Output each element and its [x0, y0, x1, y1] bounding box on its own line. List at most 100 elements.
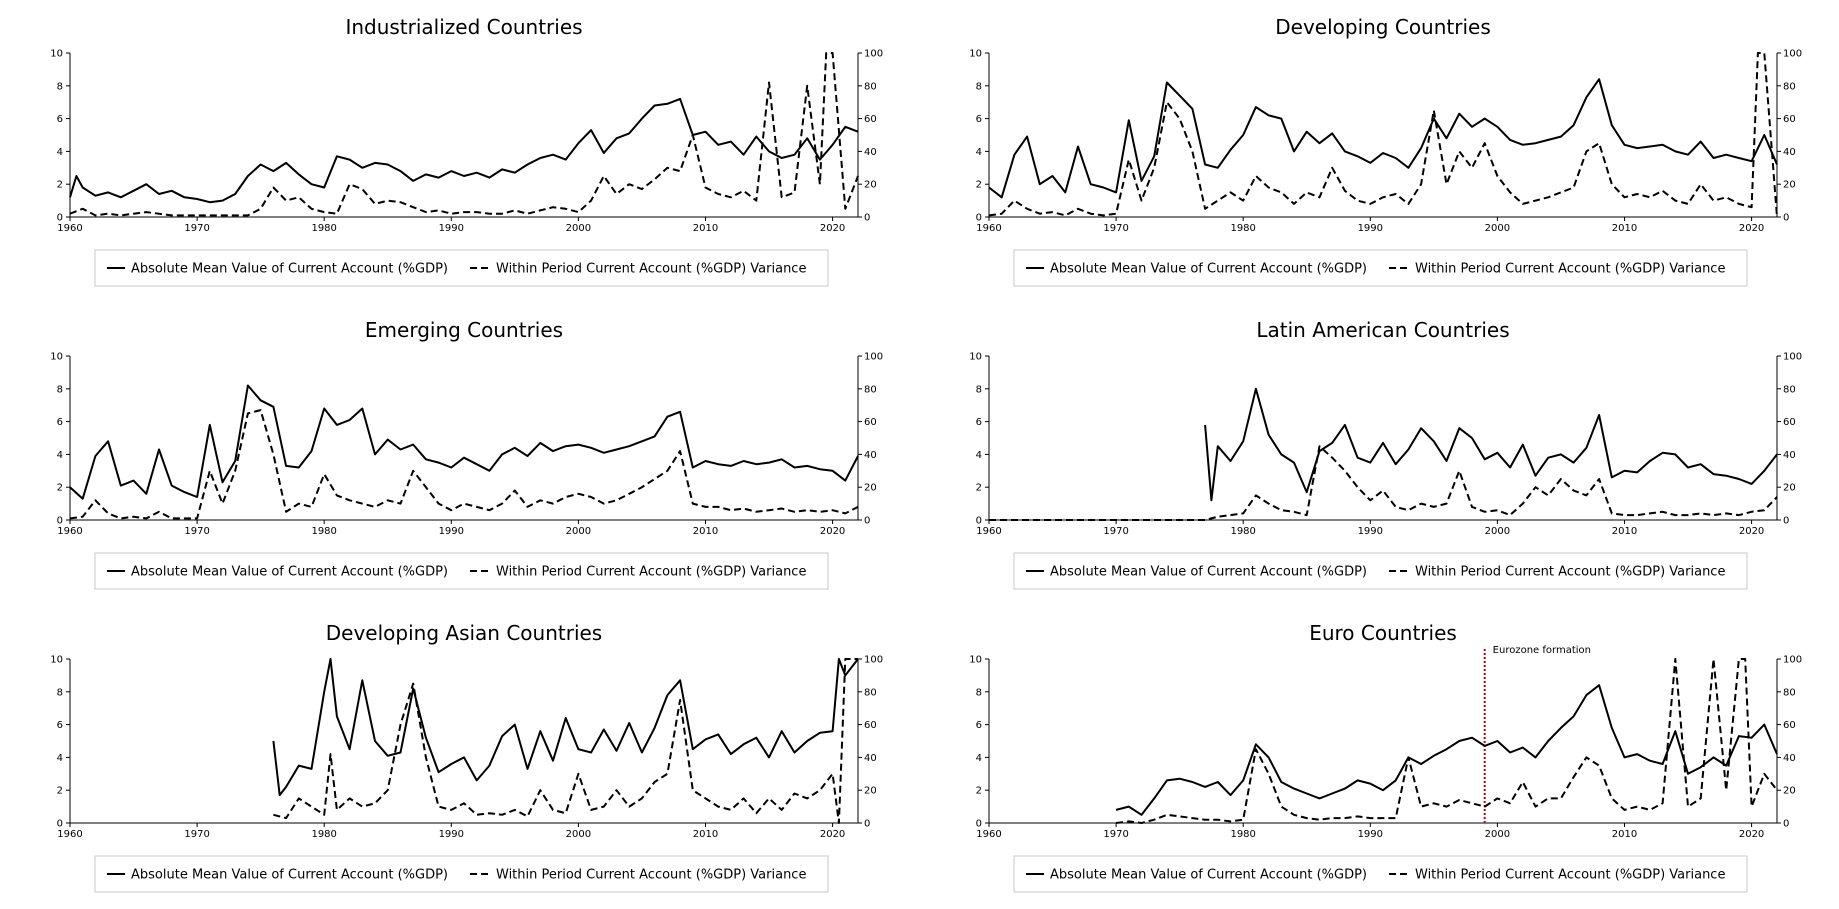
y-tick-label-left: 0: [57, 819, 63, 830]
mean-series-line: [988, 78, 1778, 199]
x-tick-label: 1980: [1230, 526, 1255, 537]
y-tick-label-left: 0: [976, 516, 982, 527]
legend-box: [1013, 249, 1748, 287]
y-tick-label-left: 8: [976, 81, 982, 92]
chart-title: Developing Countries: [1275, 15, 1491, 39]
x-tick-label: 1990: [439, 829, 464, 840]
chart-title: Emerging Countries: [365, 318, 563, 342]
x-tick-label: 1970: [1103, 223, 1128, 234]
legend-label-variance: Within Period Current Account (%GDP) Var…: [496, 262, 806, 277]
mean-series-line: [1204, 387, 1778, 502]
chart-svg: Latin American Countries 1960 1970 1980 1990…: [969, 318, 1802, 590]
variance-series-line: [989, 445, 1778, 521]
y-tick-label-right: 40: [864, 753, 877, 764]
mean-series-line: [69, 97, 859, 204]
y-tick-label-right: 80: [864, 384, 877, 395]
y-tick-label-right: 20: [1783, 786, 1796, 797]
x-tick-label: 1960: [976, 829, 1001, 840]
y-tick-label-right: 40: [1783, 450, 1796, 461]
y-tick-label-left: 4: [976, 450, 982, 461]
y-tick-label-left: 0: [976, 213, 982, 224]
x-tick-label: 2010: [1612, 526, 1637, 537]
y-tick-label-right: 0: [1783, 213, 1789, 224]
x-tick-label: 2000: [566, 526, 591, 537]
y-tick-label-left: 8: [976, 687, 982, 698]
x-tick-label: 1970: [1103, 829, 1128, 840]
mean-series-line: [1115, 684, 1778, 816]
y-tick-label-right: 40: [1783, 147, 1796, 158]
y-tick-label-left: 8: [57, 81, 63, 92]
chart-panel: Emerging Countries 1960 1970 1980 1990 2000 20…: [0, 303, 920, 606]
chart-title: Euro Countries: [1309, 621, 1457, 645]
x-tick-label: 2000: [566, 223, 591, 234]
y-tick-label-left: 2: [976, 180, 982, 191]
legend-box: [94, 552, 829, 590]
y-tick-label-left: 4: [976, 147, 982, 158]
y-tick-label-left: 4: [57, 147, 63, 158]
y-tick-label-left: 6: [57, 720, 63, 731]
chart-panel: Latin American Countries 1960 1970 1980 1990…: [919, 303, 1839, 606]
y-tick-label-right: 100: [864, 352, 883, 363]
x-tick-label: 1980: [1230, 829, 1255, 840]
chart-title: Developing Asian Countries: [326, 621, 602, 645]
y-tick-label-right: 80: [1783, 384, 1796, 395]
chart-svg: Developing Asian Countries 1960 1970 1980 19…: [50, 621, 883, 893]
y-tick-label-left: 6: [976, 114, 982, 125]
y-tick-label-left: 6: [976, 417, 982, 428]
y-tick-label-right: 60: [864, 417, 877, 428]
y-tick-label-right: 0: [864, 516, 870, 527]
y-tick-label-left: 10: [969, 655, 982, 666]
legend-label-variance: Within Period Current Account (%GDP) Var…: [496, 565, 806, 580]
y-tick-label-right: 80: [864, 81, 877, 92]
x-tick-label: 2020: [1739, 526, 1764, 537]
x-tick-label: 1980: [1230, 223, 1255, 234]
legend-label-mean: Absolute Mean Value of Current Account (…: [131, 565, 448, 580]
x-tick-label: 1960: [976, 526, 1001, 537]
legend-label-variance: Within Period Current Account (%GDP) Var…: [1415, 868, 1725, 883]
legend-box: [94, 855, 829, 893]
y-tick-label-left: 4: [976, 753, 982, 764]
chart-svg: Industrialized Countries 1960 1970 1980 1990…: [50, 15, 883, 287]
x-tick-label: 1970: [184, 223, 209, 234]
y-tick-label-left: 10: [50, 655, 63, 666]
legend-label-variance: Within Period Current Account (%GDP) Var…: [1415, 565, 1725, 580]
x-tick-label: 1990: [1358, 223, 1383, 234]
legend-label-mean: Absolute Mean Value of Current Account (…: [131, 262, 448, 277]
x-tick-label: 2000: [1485, 526, 1510, 537]
y-tick-label-right: 0: [1783, 819, 1789, 830]
x-tick-label: 1980: [311, 223, 336, 234]
y-tick-label-right: 40: [864, 147, 877, 158]
legend-label-variance: Within Period Current Account (%GDP) Var…: [1415, 262, 1725, 277]
x-tick-label: 1990: [439, 526, 464, 537]
x-tick-label: 1970: [184, 829, 209, 840]
y-tick-label-right: 100: [1783, 49, 1802, 60]
chart-title: Latin American Countries: [1256, 318, 1509, 342]
y-tick-label-right: 60: [1783, 417, 1796, 428]
legend-label-variance: Within Period Current Account (%GDP) Var…: [496, 868, 806, 883]
y-tick-label-right: 80: [1783, 687, 1796, 698]
y-tick-label-left: 2: [976, 786, 982, 797]
x-tick-label: 1990: [1358, 829, 1383, 840]
y-tick-label-right: 100: [1783, 655, 1802, 666]
y-tick-label-right: 80: [1783, 81, 1796, 92]
y-tick-label-left: 6: [57, 114, 63, 125]
variance-series-line: [69, 409, 859, 520]
x-tick-label: 1990: [1358, 526, 1383, 537]
y-tick-label-right: 60: [864, 114, 877, 125]
y-tick-label-right: 60: [1783, 720, 1796, 731]
y-tick-label-left: 2: [57, 786, 63, 797]
x-tick-label: 2020: [1739, 829, 1764, 840]
y-tick-label-right: 20: [864, 180, 877, 191]
y-tick-label-right: 20: [864, 483, 877, 494]
y-tick-label-left: 10: [50, 352, 63, 363]
chart-panel: Industrialized Countries 1960 1970 1980 1990…: [0, 0, 920, 303]
y-tick-label-right: 100: [1783, 352, 1802, 363]
y-tick-label-left: 6: [976, 720, 982, 731]
x-tick-label: 2020: [820, 829, 845, 840]
x-tick-label: 1970: [184, 526, 209, 537]
y-tick-label-left: 10: [50, 49, 63, 60]
x-tick-label: 2020: [1739, 223, 1764, 234]
y-tick-label-right: 40: [864, 450, 877, 461]
x-tick-label: 2010: [693, 829, 718, 840]
